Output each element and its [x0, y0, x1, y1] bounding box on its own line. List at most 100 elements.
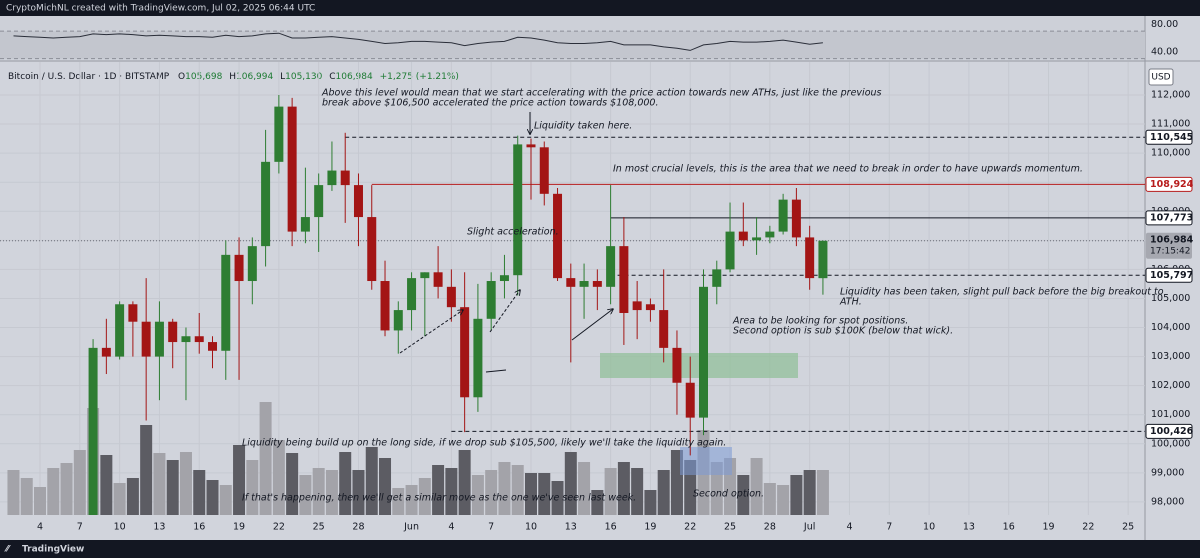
volume-bar — [763, 483, 776, 515]
volume-bar — [47, 468, 60, 515]
candle-body — [327, 170, 337, 186]
annotation: Liquidity taken here. — [534, 121, 632, 132]
volume-bar — [816, 470, 829, 515]
candle-body — [513, 144, 523, 276]
candle-body — [791, 199, 801, 238]
volume-bar — [604, 468, 617, 515]
volume-bar — [286, 453, 299, 515]
x-tick-label: 10 — [114, 522, 126, 533]
volume-bar — [100, 455, 113, 515]
volume-bar — [73, 450, 86, 515]
y-tick-label: 112,000 — [1151, 89, 1190, 100]
candle-body — [738, 231, 748, 241]
candle-body — [818, 240, 828, 279]
annotation: Liquidity has been taken, slight pull ba… — [840, 287, 1164, 298]
volume-bar — [246, 460, 259, 515]
symbol-title: Bitcoin / U.S. Dollar · 1D · BITSTAMP — [8, 72, 170, 82]
x-tick-label: 7 — [488, 522, 494, 533]
symbol-legend: Bitcoin / U.S. Dollar · 1D · BITSTAMP O1… — [8, 72, 459, 82]
volume-bar — [272, 440, 285, 515]
rsi-band — [0, 31, 1145, 59]
axes: 98,000 99,000 100,000 101,000 102,000 103,000… — [37, 89, 1194, 532]
header-bar — [0, 0, 1200, 16]
x-tick-label: 25 — [313, 522, 325, 533]
x-tick-label: 13 — [153, 522, 165, 533]
y-tick-label: 110,000 — [1151, 148, 1190, 159]
x-tick-label: 25 — [1122, 522, 1134, 533]
candle-body — [579, 281, 589, 287]
candle-body — [274, 106, 284, 162]
candle-body — [88, 347, 98, 515]
volume-bar — [777, 485, 790, 515]
y-tick-label: 111,000 — [1151, 119, 1190, 130]
volume-bar — [126, 478, 139, 515]
volume-bar — [471, 475, 484, 515]
candle-body — [407, 278, 417, 311]
volume-bar — [259, 402, 272, 515]
level-tag — [1145, 129, 1193, 145]
candle-body — [234, 254, 244, 282]
annotation: In most crucial levels, this is the area… — [613, 164, 1083, 175]
level-tag — [1145, 176, 1193, 192]
x-tick-label: 28 — [764, 522, 776, 533]
candle-body — [393, 310, 403, 331]
volume-bar — [365, 447, 378, 515]
annotation: If that's happening, then we'll get a si… — [242, 493, 636, 504]
volume-bar — [617, 462, 630, 515]
candle-body — [181, 336, 191, 343]
candle-body — [699, 286, 708, 418]
volume-bar — [737, 475, 750, 515]
level-tag — [1145, 210, 1193, 226]
ohlc-label: L — [280, 72, 285, 82]
volume-bar — [498, 462, 511, 515]
candle-body — [247, 246, 257, 282]
volume-bar — [7, 470, 20, 515]
arrow — [571, 309, 613, 341]
candle-body — [101, 347, 111, 357]
candle-body — [553, 193, 563, 279]
candle-body — [765, 231, 775, 238]
y-tick-label: 98,000 — [1151, 496, 1184, 507]
candle-body — [805, 237, 815, 279]
annotation: Second option. — [693, 489, 764, 500]
volume-bar — [339, 452, 352, 515]
volume-bar — [657, 470, 670, 515]
candle-body — [672, 347, 682, 383]
candle-body — [486, 281, 496, 319]
y-tick-label: 103,000 — [1151, 351, 1190, 362]
annotations: Above this level would mean that we star… — [242, 88, 1164, 504]
candle-body — [499, 275, 509, 282]
x-tick-label: 25 — [724, 522, 736, 533]
candle-body — [433, 272, 443, 287]
x-tick-label: 13 — [963, 522, 975, 533]
second-option-zone — [680, 447, 732, 475]
annotation: Area to be looking for spot positions. — [732, 316, 908, 327]
volume-bar — [710, 462, 723, 515]
candle-body — [141, 321, 151, 357]
header: CryptoMichNL created with TradingView.co… — [6, 4, 315, 14]
rsi-line — [13, 32, 823, 51]
volume-bar — [140, 425, 153, 515]
volume-bar — [179, 452, 192, 515]
x-tick-label: 7 — [886, 522, 892, 533]
annotation: ATH. — [839, 297, 862, 308]
level-label: 105,797 — [1150, 270, 1193, 281]
rsi-tick-label: 80.00 — [1151, 19, 1178, 30]
ohlc-value: 105,130 — [285, 72, 322, 82]
x-tick-label: Jun — [403, 522, 419, 533]
x-tick-label: 28 — [352, 522, 364, 533]
y-tick-label: 104,000 — [1151, 322, 1190, 333]
candle-body — [314, 185, 324, 218]
candles — [88, 94, 828, 515]
candle-body — [752, 237, 762, 241]
candle-body — [632, 301, 642, 311]
candle-body — [460, 307, 470, 398]
candle-body — [446, 286, 456, 308]
level-tag — [1145, 267, 1193, 283]
candle-body — [208, 342, 218, 351]
volume-bar — [219, 485, 232, 515]
volume-bar — [20, 478, 33, 515]
x-tick-label: 13 — [565, 522, 577, 533]
candle-body — [168, 321, 178, 343]
x-tick-label: 22 — [273, 522, 285, 533]
